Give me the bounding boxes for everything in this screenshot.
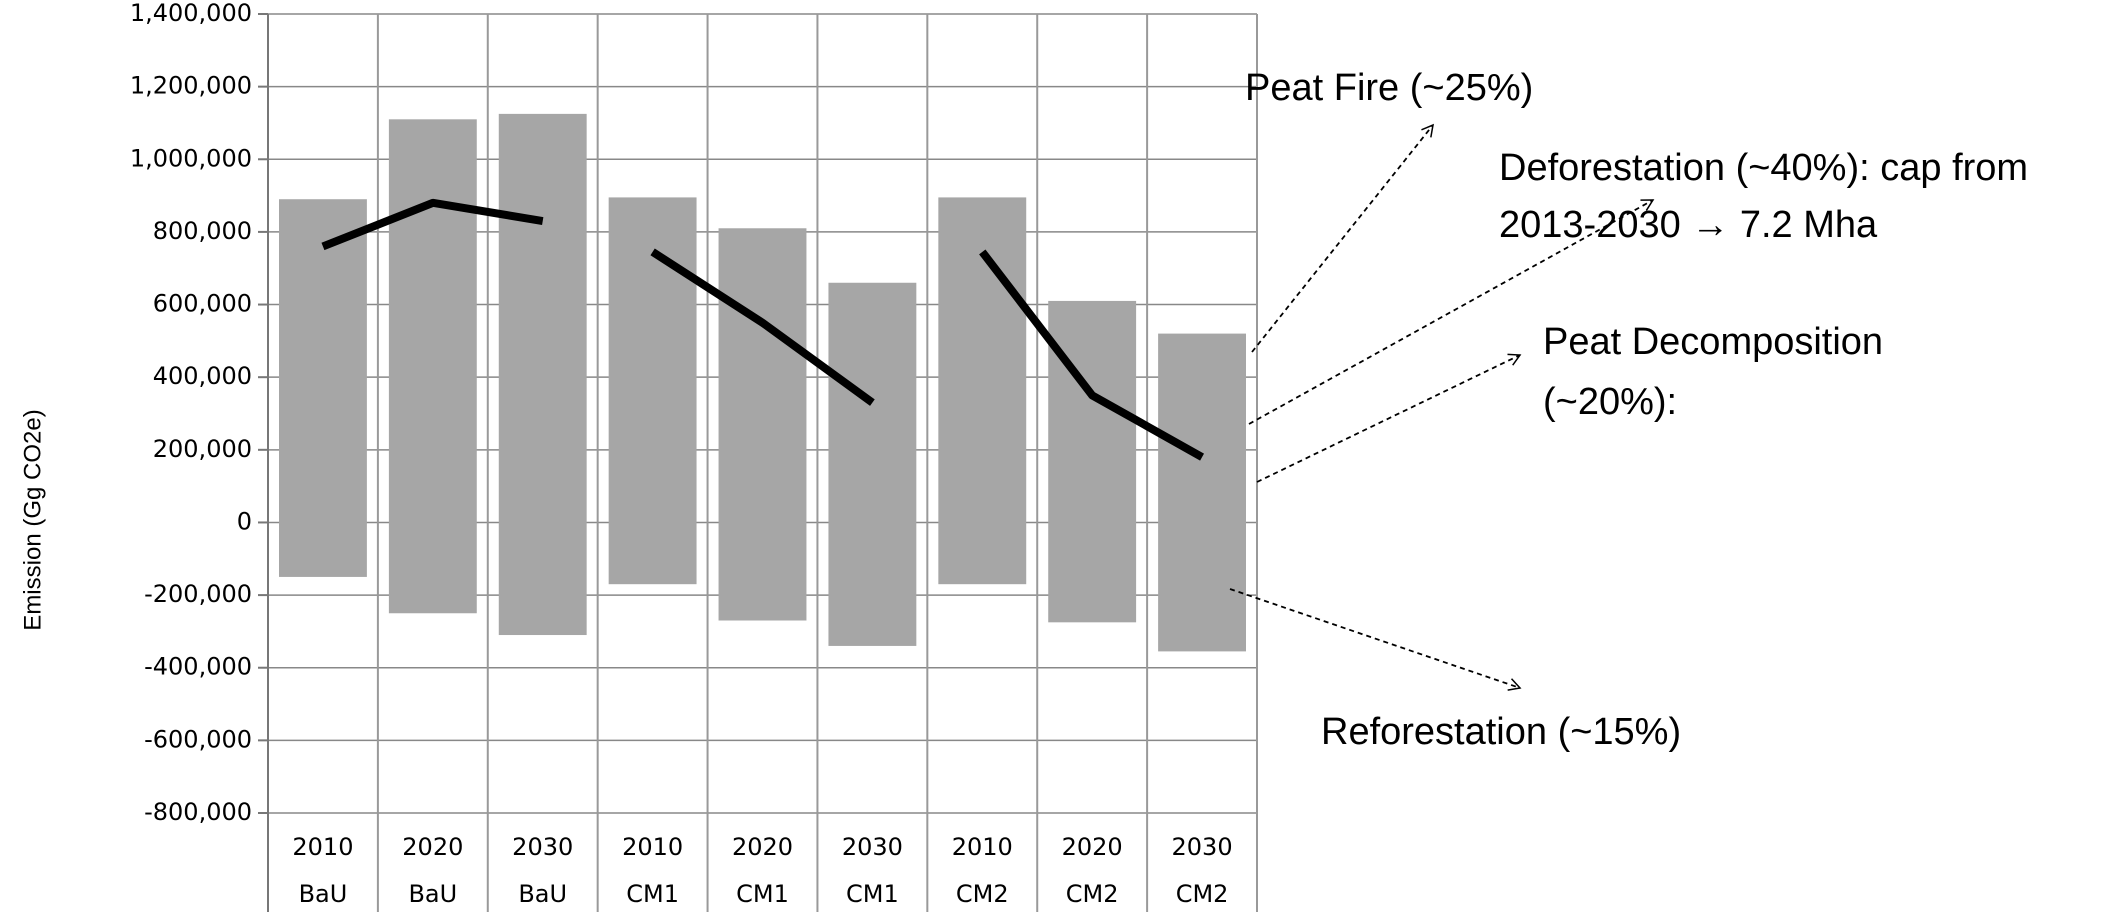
x-tick-label: 2010 [622, 833, 683, 861]
arrow [1251, 123, 1434, 353]
annotation: Reforestation (~15%) [1321, 711, 1681, 753]
x-group-label: BaU [408, 880, 457, 908]
annotation: Peat Fire (~25%) [1245, 67, 1533, 109]
x-tick-label: 2020 [1062, 833, 1123, 861]
x-group-label: BaU [299, 880, 348, 908]
y-tick-label: 0 [237, 507, 252, 535]
x-group-label: BaU [518, 880, 567, 908]
range-bar [828, 282, 917, 646]
y-axis-label: Emission (Gg CO2e) [19, 409, 46, 630]
arrow [1256, 353, 1522, 483]
y-tick-label: 1,400,000 [130, 0, 252, 27]
annotation: Deforestation (~40%): cap from [1499, 147, 2028, 189]
arrow [1229, 588, 1522, 691]
annotation: Peat Decomposition [1543, 321, 1883, 363]
x-tick-label: 2020 [402, 833, 463, 861]
range-bar [388, 119, 477, 614]
x-group-label: CM2 [1176, 880, 1229, 908]
y-tick-label: -600,000 [144, 725, 252, 753]
range-bar [938, 197, 1027, 585]
y-tick-label: -400,000 [144, 653, 252, 681]
line [979, 249, 1205, 461]
annotations: Peat Fire (~25%) Deforestation (~40%): c… [1229, 67, 2028, 753]
y-tick-label: -200,000 [144, 580, 252, 608]
annotation: (~20%): [1543, 381, 1677, 423]
arrow [1248, 199, 1655, 425]
x-tick-label: 2030 [842, 833, 903, 861]
line [650, 248, 875, 406]
y-tick-label: 200,000 [153, 435, 252, 463]
x-group-label: CM1 [846, 880, 899, 908]
range-bar [608, 197, 697, 585]
arrows [1229, 123, 1655, 691]
y-tick-label: 1,000,000 [130, 144, 252, 172]
x-tick-label: 2030 [1172, 833, 1233, 861]
range-bar [279, 199, 367, 577]
x-group-label: CM1 [736, 880, 789, 908]
y-tick-label: 800,000 [153, 217, 252, 245]
range-bar [718, 228, 807, 621]
marks [279, 113, 1246, 652]
x-group-label: CM1 [626, 880, 679, 908]
y-tick-label: 600,000 [153, 290, 252, 318]
line [321, 198, 544, 251]
x-group-label: CM2 [1066, 880, 1119, 908]
y-tick-label: 1,200,000 [130, 72, 252, 100]
y-tick-label: -800,000 [144, 798, 252, 826]
x-group-label: CM2 [956, 880, 1009, 908]
x-tick-label: 2030 [512, 833, 573, 861]
range-bar [1158, 333, 1246, 652]
x-tick-label: 2010 [952, 833, 1013, 861]
x-tick-label: 2010 [292, 833, 353, 861]
y-tick-label: 400,000 [153, 362, 252, 390]
x-tick-label: 2020 [732, 833, 793, 861]
annotation: 2013-2030 → 7.2 Mha [1499, 204, 1878, 246]
range-bar [498, 113, 587, 636]
